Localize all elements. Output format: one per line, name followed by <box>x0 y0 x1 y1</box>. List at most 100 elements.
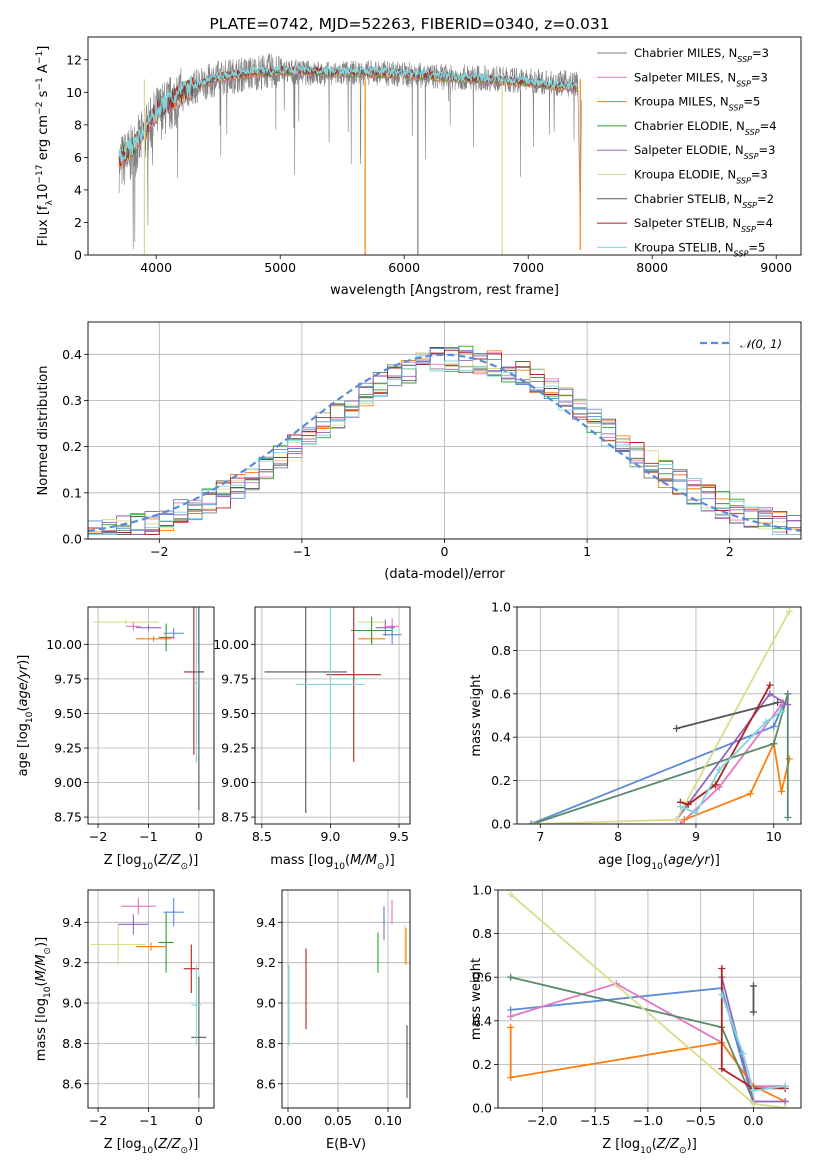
y-tick-label: 9.4 <box>62 915 82 930</box>
mass-weight-marker <box>718 964 726 972</box>
age_vs_Z-panel: −2 −1 0 8.75 9.00 9.25 9.50 9.75 10.00 Z [log10(Z… <box>16 606 215 872</box>
y-tick-label: 8 <box>74 117 82 132</box>
x-tick-label: 0.10 <box>374 1113 402 1128</box>
y-tick-label: 9.00 <box>54 775 82 790</box>
x-axis-label: Z [log10(Z/Z⊙)] <box>602 1137 697 1156</box>
residual-histogram-step <box>88 355 801 535</box>
errorbar-point <box>163 627 184 639</box>
mass-weight-marker <box>766 681 774 689</box>
legend-entry: Kroupa MILES, NSSP=5 <box>634 95 760 113</box>
errorbar-point <box>125 622 141 631</box>
y-tick-label: 0.6 <box>491 686 511 701</box>
legend-entry: Salpeter MILES, NSSP=3 <box>634 70 768 88</box>
errorbar-point <box>351 616 393 645</box>
y-tick-label: 0.0 <box>491 817 511 832</box>
age_vs_mass-panel: 8.5 9.0 9.5 8.75 9.00 9.25 9.50 9.75 10.00 mass [… <box>213 606 411 872</box>
y-tick-label: 10 <box>66 85 82 100</box>
mass-weight-marker <box>676 820 684 824</box>
mass_vs_Z-panel: −2 −1 0 8.6 8.8 9.0 9.2 9.4 Z [log10(Z/Z⊙)] mass … <box>34 889 215 1156</box>
mass-weight-marker <box>749 982 757 990</box>
axes-frame <box>87 321 802 540</box>
legend-entry: Kroupa ELODIE, NSSP=3 <box>634 168 768 186</box>
mass-weight-line <box>676 701 778 730</box>
x-tick-label: 0 <box>195 1113 203 1128</box>
y-tick-label: 9.25 <box>54 740 82 755</box>
mass-weight-marker <box>739 1050 747 1057</box>
legend-entry: Chabrier ELODIE, NSSP=4 <box>634 119 777 137</box>
mass-weight-marker <box>778 787 786 795</box>
mass-weight-marker <box>785 607 793 615</box>
mass-weight-marker <box>715 766 723 774</box>
mass-weight-series <box>676 681 774 808</box>
y-tick-label: 2 <box>74 215 82 230</box>
y-tick-label: 0.2 <box>62 439 82 454</box>
residual-histogram-step <box>88 347 801 534</box>
x-tick-label: 0.00 <box>274 1113 302 1128</box>
mass-weight-marker <box>770 740 778 748</box>
mass-weight-line <box>530 704 784 824</box>
x-axis-label: Z [log10(Z/Z⊙)] <box>104 1137 199 1156</box>
axes-frame <box>516 606 802 825</box>
y-tick-label: 0.8 <box>472 926 492 941</box>
y-tick-label: 9.2 <box>256 955 276 970</box>
y-tick-label: 8.75 <box>221 810 249 825</box>
mass-weight-series <box>507 890 789 1108</box>
y-tick-label: 1.0 <box>472 883 492 898</box>
errorbar-point <box>158 623 174 652</box>
y-tick-label: 0.6 <box>472 970 492 985</box>
x-tick-label: 0.05 <box>324 1113 352 1128</box>
errorbar-point <box>296 607 365 764</box>
x-axis-label: age [log10(age/yr)] <box>598 853 720 872</box>
y-tick-label: 6 <box>74 150 82 165</box>
x-tick-label: −2.0 <box>527 1113 557 1128</box>
x-tick-label: 9.0 <box>320 829 340 844</box>
legend-entry: Salpeter STELIB, NSSP=4 <box>634 216 773 234</box>
mass-weight-marker <box>692 809 700 817</box>
errorbar-point <box>90 924 146 965</box>
mass-weight-marker <box>746 790 754 798</box>
y-tick-label: 0.4 <box>491 730 511 745</box>
mass-weight-marker <box>507 1006 515 1014</box>
residual-histogram-step <box>88 347 801 535</box>
x-tick-label: 6000 <box>388 260 420 275</box>
x-tick-label: 4000 <box>140 260 172 275</box>
errorbar-point <box>163 898 184 927</box>
y-axis-label: mass [log10(M/M⊙)] <box>34 937 53 1061</box>
y-tick-label: 9.50 <box>221 706 249 721</box>
mass-weight-marker <box>749 1100 757 1108</box>
mass-weight-marker <box>784 813 792 821</box>
x-tick-label: −1 <box>139 829 157 844</box>
mass-weight-marker <box>507 890 515 898</box>
weight_vs_Z-plot-area <box>507 890 789 1108</box>
y-tick-label: 9.4 <box>256 915 276 930</box>
x-tick-label: 9.5 <box>389 829 409 844</box>
legend-entry: 𝒩(0, 1) <box>740 337 782 351</box>
errorbar-point <box>158 912 174 973</box>
mass-weight-marker <box>781 1097 789 1105</box>
x-tick-label: −2 <box>89 829 107 844</box>
y-tick-label: 8.8 <box>256 1036 276 1051</box>
y-tick-label: 10.00 <box>213 637 249 652</box>
model-spectrum-line <box>118 64 578 163</box>
mass-weight-marker <box>762 718 770 726</box>
x-tick-label: −1 <box>293 544 311 559</box>
axes-frame <box>87 36 802 256</box>
y-tick-label: 12 <box>66 52 82 67</box>
x-axis-label: E(B-V) <box>326 1137 366 1152</box>
y-tick-label: 0 <box>74 248 82 263</box>
x-tick-label: 2 <box>726 544 734 559</box>
y-tick-label: 1.0 <box>491 600 511 615</box>
x-tick-label: 10 <box>766 829 782 844</box>
mass-weight-marker <box>507 1023 515 1031</box>
legend-entry: Chabrier STELIB, NSSP=2 <box>634 192 774 210</box>
errorbar-point <box>264 607 347 813</box>
y-tick-label: 9.2 <box>62 955 82 970</box>
errorbar-point <box>191 976 207 1098</box>
y-tick-label: 9.25 <box>221 740 249 755</box>
y-tick-label: 9.0 <box>62 996 82 1011</box>
errorbar-point <box>382 624 402 645</box>
mass-weight-series <box>529 607 793 824</box>
errorbar-point <box>191 964 202 1046</box>
axes-frame <box>87 606 215 825</box>
x-tick-label: 0 <box>441 544 449 559</box>
